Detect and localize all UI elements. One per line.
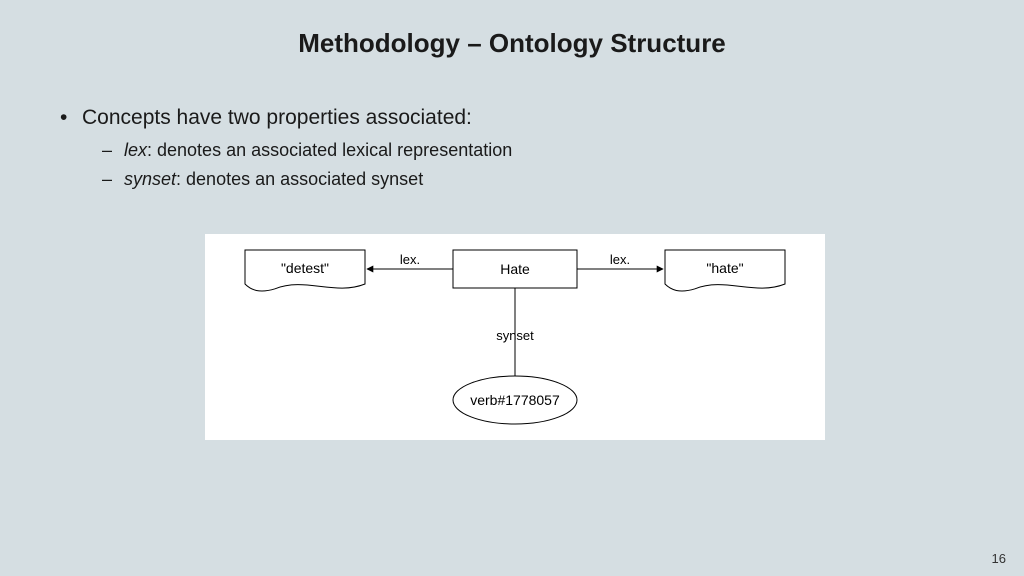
svg-text:synset: synset: [496, 328, 534, 343]
bullet-sub1: lex: denotes an associated lexical repre…: [102, 138, 964, 162]
svg-text:"detest": "detest": [281, 260, 329, 276]
svg-text:"hate": "hate": [706, 260, 743, 276]
svg-text:verb#1778057: verb#1778057: [470, 392, 560, 408]
bullet-sub2: synset: denotes an associated synset: [102, 167, 964, 191]
bullet-sub1-em: lex: [124, 140, 147, 160]
svg-text:lex.: lex.: [610, 252, 630, 267]
svg-text:Hate: Hate: [500, 261, 530, 277]
ontology-diagram: Hate "detest" "hate" verb#1778057 lex. lex. sy…: [205, 234, 825, 440]
bullet-sub2-rest: : denotes an associated synset: [176, 169, 423, 189]
page-number: 16: [992, 551, 1006, 566]
bullet-main: Concepts have two properties associated:: [60, 104, 964, 132]
bullet-list: Concepts have two properties associated:…: [60, 104, 964, 195]
svg-text:lex.: lex.: [400, 252, 420, 267]
bullet-sub1-rest: : denotes an associated lexical represen…: [147, 140, 512, 160]
slide-title: Methodology – Ontology Structure: [0, 28, 1024, 59]
bullet-sub2-em: synset: [124, 169, 176, 189]
